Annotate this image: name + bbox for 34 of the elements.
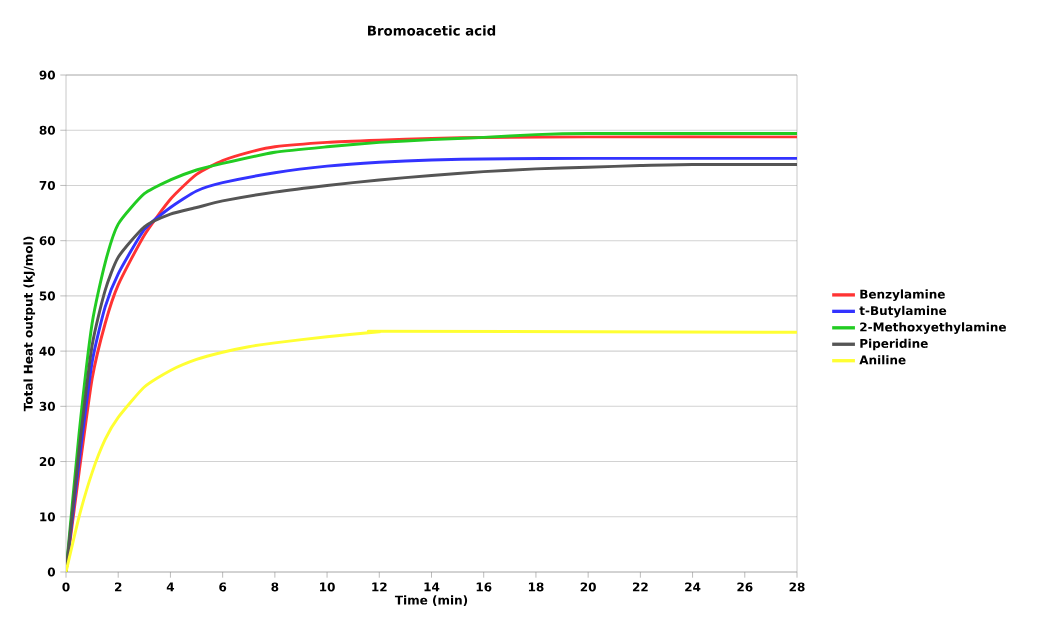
x-tick-label: 16 [476,582,492,592]
x-tick-label: 2 [114,582,122,592]
y-tick-label: 10 [40,512,56,522]
line-series [66,329,797,572]
x-tick-label: 8 [271,582,279,592]
y-tick-label: 70 [39,180,56,190]
y-axis-title: Total Heat output (kJ/mol) [23,236,36,412]
y-tick-label: 60 [39,236,56,246]
x-tick-label: 0 [62,582,70,592]
legend-label: t-Butylamine [859,305,947,318]
y-tick-label: 40 [39,346,56,356]
x-tick-label: 18 [528,582,544,592]
y-tick-label: 20 [39,457,56,467]
y-tick-label: 0 [47,567,56,577]
x-tick-label: 12 [372,582,387,592]
x-tick-label: 28 [789,582,805,592]
chart-title: Bromoacetic acid [368,25,496,36]
x-tick-label: 14 [424,582,440,592]
x-tick-label: 4 [166,582,175,592]
x-axis-title: Time (min) [394,595,468,606]
y-tick-label: 90 [39,70,56,80]
legend-label: Aniline [859,355,906,365]
x-tick-label: 24 [685,582,701,592]
y-tick-label: 80 [39,125,56,135]
legend-label: Piperidine [860,338,928,351]
x-tick-label: 26 [737,582,753,592]
y-tick-label: 50 [39,291,56,301]
x-tick-label: 10 [320,582,335,592]
x-tick-label: 22 [632,582,648,592]
x-tick-label: 20 [580,582,596,592]
legend-label: 2-Methoxyethylamine [860,322,1006,334]
x-tick-label: 6 [219,582,227,592]
y-tick-label: 30 [39,401,56,411]
legend-label: Benzylamine [860,289,945,302]
